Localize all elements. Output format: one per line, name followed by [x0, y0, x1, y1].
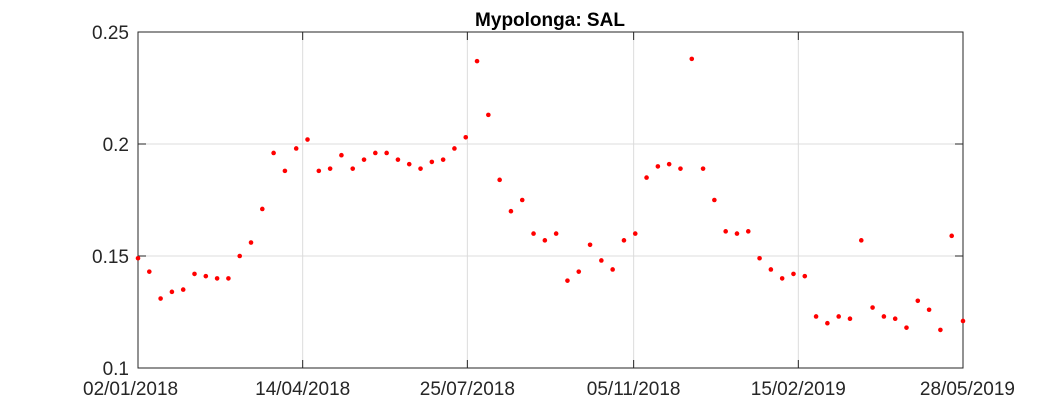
data-point	[813, 314, 819, 319]
data-point	[237, 253, 243, 259]
data-point	[712, 197, 717, 203]
x-axis: 02/01/2018 14/04/2018 25/07/2018 05/11/2018…	[83, 379, 1015, 400]
data-point	[791, 271, 796, 277]
data-point	[260, 206, 265, 212]
data-point	[847, 316, 853, 322]
data-point	[904, 325, 909, 330]
y-tick-label: 0.25	[92, 23, 129, 44]
data-point	[497, 177, 502, 183]
data-point	[180, 287, 186, 292]
data-point	[599, 258, 604, 263]
x-tick-label: 02/01/2018	[83, 379, 178, 400]
data-point	[700, 166, 706, 171]
data-point	[293, 146, 299, 151]
data-point	[734, 231, 740, 236]
data-point	[881, 314, 887, 319]
data-point	[474, 58, 480, 64]
data-point	[892, 316, 898, 322]
data-point	[870, 305, 875, 310]
data-point	[632, 231, 638, 236]
data-point	[587, 242, 593, 248]
data-point	[271, 150, 276, 156]
data-point	[610, 267, 615, 272]
plot-frame	[137, 31, 964, 369]
data-point	[949, 233, 954, 239]
x-tick-label: 25/07/2018	[420, 379, 515, 400]
data-point	[248, 240, 254, 245]
axis-ticks	[137, 31, 964, 369]
data-point	[361, 157, 367, 162]
data-point	[305, 137, 310, 142]
data-point	[926, 307, 932, 313]
data-point	[316, 168, 322, 174]
data-point	[678, 166, 683, 171]
data-point	[440, 157, 446, 162]
data-point	[553, 231, 559, 236]
data-point	[825, 320, 830, 326]
x-tick-label: 14/04/2018	[255, 379, 350, 400]
data-point	[757, 255, 762, 261]
y-axis: 0.1 0.15 0.2 0.25	[92, 23, 129, 380]
y-tick-label: 0.15	[92, 247, 129, 268]
data-point	[508, 208, 514, 214]
data-series	[135, 56, 966, 333]
plot-area	[138, 32, 963, 368]
data-point	[689, 56, 695, 62]
data-point	[768, 267, 774, 272]
x-tick-label: 28/05/2019	[920, 379, 1015, 400]
data-point	[350, 166, 356, 171]
data-point	[147, 269, 152, 274]
data-point	[565, 278, 570, 283]
data-point	[486, 112, 491, 118]
data-point	[666, 161, 672, 167]
data-point	[384, 150, 389, 156]
data-point	[339, 152, 344, 158]
data-point	[463, 134, 469, 140]
data-point	[226, 276, 231, 281]
data-point	[327, 166, 333, 171]
data-point	[621, 238, 627, 243]
data-point	[452, 146, 457, 151]
data-point	[655, 164, 661, 169]
y-tick-label: 0.2	[103, 135, 129, 156]
data-point	[745, 229, 751, 234]
data-point	[406, 161, 412, 167]
data-point	[644, 175, 649, 180]
chart-title: Mypolonga: SAL	[475, 10, 625, 31]
data-point	[158, 296, 163, 301]
data-point	[214, 276, 220, 281]
data-point	[395, 157, 401, 162]
data-point	[531, 231, 536, 236]
data-point	[429, 159, 435, 165]
data-point	[418, 166, 423, 171]
data-point	[938, 327, 943, 333]
data-point	[576, 269, 582, 274]
data-point	[135, 255, 141, 261]
x-tick-label: 05/11/2018	[587, 379, 681, 400]
data-point	[519, 197, 525, 203]
x-tick-label: 15/02/2019	[751, 379, 846, 400]
data-point	[802, 273, 808, 279]
data-point	[960, 318, 966, 324]
data-point	[542, 238, 548, 243]
data-point	[203, 273, 209, 279]
data-point	[282, 168, 288, 174]
data-point	[836, 314, 841, 319]
data-point	[915, 298, 921, 304]
y-tick-label: 0.1	[103, 359, 129, 380]
data-point	[192, 271, 197, 277]
data-point	[858, 238, 864, 243]
data-point	[779, 276, 785, 281]
data-point	[169, 289, 175, 295]
data-point	[723, 229, 728, 234]
data-point	[373, 150, 378, 156]
